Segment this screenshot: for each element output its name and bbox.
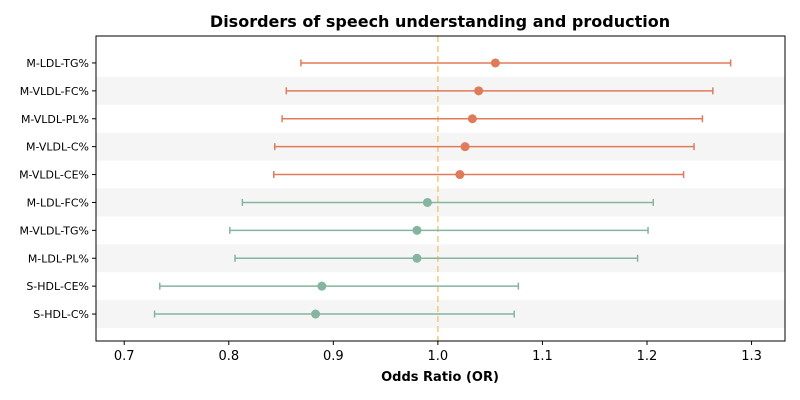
y-tick-label: S-HDL-C% bbox=[33, 308, 89, 321]
x-axis-label: Odds Ratio (OR) bbox=[381, 370, 499, 385]
or-point bbox=[317, 281, 327, 291]
x-tick-label: 0.9 bbox=[323, 349, 344, 364]
y-tick-label: M-LDL-FC% bbox=[27, 196, 89, 209]
y-tick-label: M-LDL-PL% bbox=[28, 252, 89, 265]
x-tick-label: 0.8 bbox=[218, 349, 239, 364]
or-point bbox=[422, 197, 432, 207]
or-point bbox=[467, 114, 477, 124]
or-point bbox=[412, 253, 422, 263]
x-tick-label: 0.7 bbox=[114, 349, 135, 364]
x-tick-label: 1.1 bbox=[532, 349, 553, 364]
chart-title: Disorders of speech understanding and pr… bbox=[210, 12, 670, 31]
y-tick-label: S-HDL-CE% bbox=[26, 280, 89, 293]
y-tick-label: M-VLDL-TG% bbox=[19, 224, 89, 237]
x-tick-label: 1.0 bbox=[428, 349, 449, 364]
or-point bbox=[455, 170, 465, 180]
y-tick-label: M-LDL-TG% bbox=[26, 57, 89, 70]
or-point bbox=[490, 58, 500, 68]
data-marks bbox=[153, 58, 732, 319]
or-point bbox=[474, 86, 484, 96]
y-tick-label: M-VLDL-FC% bbox=[20, 85, 89, 98]
x-tick-label: 1.3 bbox=[741, 349, 762, 364]
plot-frame bbox=[95, 35, 786, 342]
y-tick-label: M-VLDL-CE% bbox=[19, 169, 89, 182]
y-tick-label: M-VLDL-PL% bbox=[21, 113, 89, 126]
x-tick-label: 1.2 bbox=[637, 349, 658, 364]
y-axis-ticks: M-LDL-TG% M-VLDL-FC% M-VLDL-PL% M-VLDL-C% M-… bbox=[19, 57, 96, 321]
x-axis-ticks: 0.7 0.8 0.9 1.0 1.1 1.2 1.3 bbox=[114, 341, 762, 364]
or-point bbox=[311, 309, 321, 319]
or-point bbox=[460, 142, 470, 152]
y-tick-label: M-VLDL-C% bbox=[26, 141, 89, 154]
or-point bbox=[412, 225, 422, 235]
